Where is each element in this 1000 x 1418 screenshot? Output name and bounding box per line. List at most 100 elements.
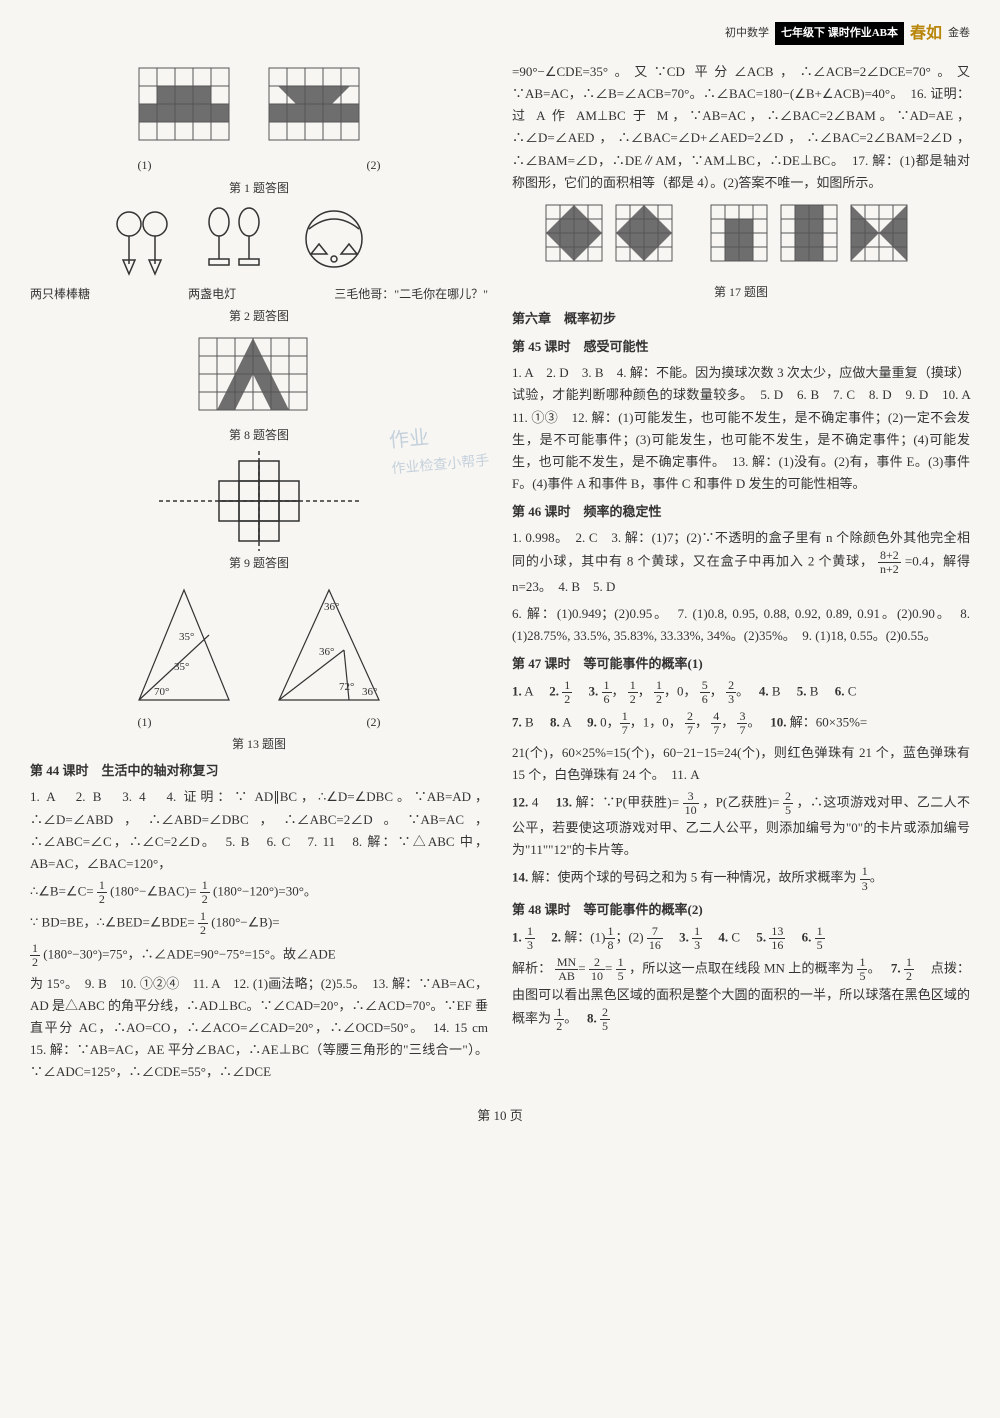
svg-text:36°: 36° [319, 646, 334, 658]
fig13-svg: 70° 35° 35° 36° 36° 72° 36° [119, 580, 399, 710]
s44-p1: 1. A 2. B 3. 4 4. 证明：∵ AD∥BC，∴∠D=∠DBC。∵A… [30, 786, 488, 874]
s47-q14: 14. 解：使两个球的号码之和为 5 有一种情况，故所求概率为 13。 [512, 865, 970, 892]
s45-p1: 1. A 2. D 3. B 4. 解：不能。因为摸球次数 3 次太少，应做大量… [512, 362, 970, 495]
s47-q13-a: 310 [683, 790, 699, 817]
s47-q1: A [524, 684, 533, 699]
fig1-sub1: (1) [138, 155, 152, 175]
fig13: 70° 35° 35° 36° 36° 72° 36° (1) (2) 第 13… [30, 580, 488, 755]
s44-title: 第 44 课时 生活中的轴对称复习 [30, 760, 488, 782]
s47-line3: 12. 4 13. 解：∵P(甲获胜)= 310 ，P(乙获胜)= 25 ，∴这… [512, 790, 970, 862]
s46-p2: 6. 解：(1)0.949；(2)0.95。 7. (1)0.8, 0.95, … [512, 603, 970, 647]
fig1: (1) (2) 第 1 题答图 [30, 63, 488, 198]
header-subject: 初中数学 [725, 24, 769, 43]
fig1-cap: 第 1 题答图 [30, 178, 488, 198]
s47-q14-pre: 解：使两个球的号码之和为 5 有一种情况，故所求概率为 [532, 870, 857, 885]
fig8-cap: 第 8 题答图 [30, 425, 488, 445]
svg-text:70°: 70° [154, 686, 169, 698]
s44-p2-end: (180°−120°)=30°。 [213, 883, 317, 898]
s48-anal-f3: 15 [616, 956, 626, 983]
s47-q3-5: 23 [726, 679, 736, 706]
s45-title: 第 45 课时 感受可能性 [512, 336, 970, 358]
fig17-svg [541, 200, 941, 280]
s47-q3-1: 12 [628, 679, 638, 706]
s48-q5: 1316 [769, 925, 785, 952]
fig2-cap: 第 2 题答图 [30, 306, 488, 326]
s48-anal-mid: ，所以这一点取在线段 MN 上的概率为 [629, 961, 854, 976]
fig1-sub2: (2) [367, 155, 381, 175]
s48-q8: 25 [600, 1006, 610, 1033]
s48-q3: 13 [692, 925, 702, 952]
s47-q13-mid: ，P(乙获胜)= [702, 794, 779, 809]
s48-anal: 解析： MNAB= 210= 15 ，所以这一点取在线段 MN 上的概率为 15… [512, 956, 970, 1033]
s47-q3-2: 12 [654, 679, 664, 706]
header-brand: 春如 [910, 20, 942, 47]
s47-q10-text: 21(个)，60×25%=15(个)，60−21−15=24(个)，则红色弹珠有… [512, 742, 970, 786]
frac-half-1: 12 [97, 879, 107, 906]
fig2-svg [109, 204, 409, 284]
fig9-svg [159, 451, 359, 551]
s48-q4: C [731, 929, 740, 944]
header-brand-sub: 金卷 [948, 24, 970, 43]
fig2-l0: 两只棒棒糖 [30, 284, 90, 304]
s46-p1-pre: 1. 0.998。 2. C 3. 解：(1)7；(2)∵不透明的盒子里有 n … [512, 530, 970, 569]
fig9-cap: 第 9 题答图 [30, 553, 488, 573]
s44-p4: 12 (180°−30°)=75°，∴∠ADE=90°−75°=15°。故∠AD… [30, 942, 488, 969]
frac-half-2: 12 [200, 879, 210, 906]
s44-p3-pre: ∵ BD=BE，∴∠BED=∠BDE= [30, 915, 195, 930]
s47-q13-b: 25 [783, 790, 793, 817]
frac-half-3: 12 [198, 910, 208, 937]
fig9: 第 9 题答图 [30, 451, 488, 573]
s48-q6: 15 [815, 925, 825, 952]
left-column: (1) (2) 第 1 题答图 两只棒棒糖 两盏电灯 [30, 57, 488, 1087]
svg-text:36°: 36° [362, 686, 377, 698]
s48-q2a: 18 [605, 925, 615, 952]
s46-title: 第 46 课时 频率的稳定性 [512, 501, 970, 523]
page-footer: 第 10 页 [30, 1105, 970, 1127]
s48-q1: 13 [525, 925, 535, 952]
s44-p2-pre: ∴∠B=∠C= [30, 883, 94, 898]
svg-text:35°: 35° [179, 631, 194, 643]
s48-q7: 12 [904, 956, 914, 983]
fig8: 第 8 题答图 [30, 333, 488, 445]
fig8-svg [189, 333, 329, 423]
s47-q9-5: 47 [711, 710, 721, 737]
s44-p2-mid: (180°−∠BAC)= [110, 883, 196, 898]
fig13-cap: 第 13 题图 [30, 734, 488, 754]
s47-q10-pre: 解：60×35%= [790, 715, 868, 730]
s47-q6: C [848, 684, 857, 699]
fig2: 两只棒棒糖 两盏电灯 三毛他哥："二毛你在哪儿？" 第 2 题答图 [30, 204, 488, 327]
ch6-title: 第六章 概率初步 [512, 308, 970, 330]
s47-q8: A [562, 715, 571, 730]
s47-q4: B [772, 684, 781, 699]
s44-p3-end: (180°−∠B)= [211, 915, 279, 930]
s47-q12: 4 [532, 794, 539, 809]
s48-title: 第 48 课时 等可能事件的概率(2) [512, 899, 970, 921]
fig13-sub2: (2) [367, 712, 381, 732]
s47-q3-4: 56 [700, 679, 710, 706]
s47-q5: B [810, 684, 819, 699]
s47-title: 第 47 课时 等可能事件的概率(1) [512, 653, 970, 675]
s47-q14-frac: 13 [860, 865, 870, 892]
fig17-cap: 第 17 题图 [512, 282, 970, 302]
fig17: 第 17 题图 [512, 200, 970, 302]
s44-p4-mid: (180°−30°)=75°，∴∠ADE=90°−75°=15°。故∠ADE [43, 946, 335, 961]
s46-p1: 1. 0.998。 2. C 3. 解：(1)7；(2)∵不透明的盒子里有 n … [512, 527, 970, 599]
svg-text:72°: 72° [339, 681, 354, 693]
s44-p2: ∴∠B=∠C= 12 (180°−∠BAC)= 12 (180°−120°)=3… [30, 879, 488, 906]
cont-p1: =90°−∠CDE=35°。又∵CD 平分∠ACB，∴∠ACB=2∠DCE=70… [512, 61, 970, 194]
s48-anal-f4: 15 [857, 956, 867, 983]
s48-q2b: 716 [647, 925, 663, 952]
header-badge: 七年级下 课时作业AB本 [775, 22, 904, 45]
s48-q7h: 12 [554, 1006, 564, 1033]
fig1-svg [129, 63, 389, 153]
s44-p5: 为 15°。 9. B 10. ①②④ 11. A 12. (1)画法略；(2)… [30, 973, 488, 1083]
s44-p3: ∵ BD=BE，∴∠BED=∠BDE= 12 (180°−∠B)= [30, 910, 488, 937]
s47-q9-1: 17 [620, 710, 630, 737]
s47-q13-pre: 解：∵P(甲获胜)= [576, 794, 679, 809]
s47-q9-4: 27 [685, 710, 695, 737]
s48-anal-f1: MNAB [555, 956, 578, 983]
s47-q7: B [525, 715, 534, 730]
s48-anal-f2: 210 [589, 956, 605, 983]
fig2-l2: 三毛他哥："二毛你在哪儿？" [334, 284, 488, 304]
svg-text:36°: 36° [324, 601, 339, 613]
